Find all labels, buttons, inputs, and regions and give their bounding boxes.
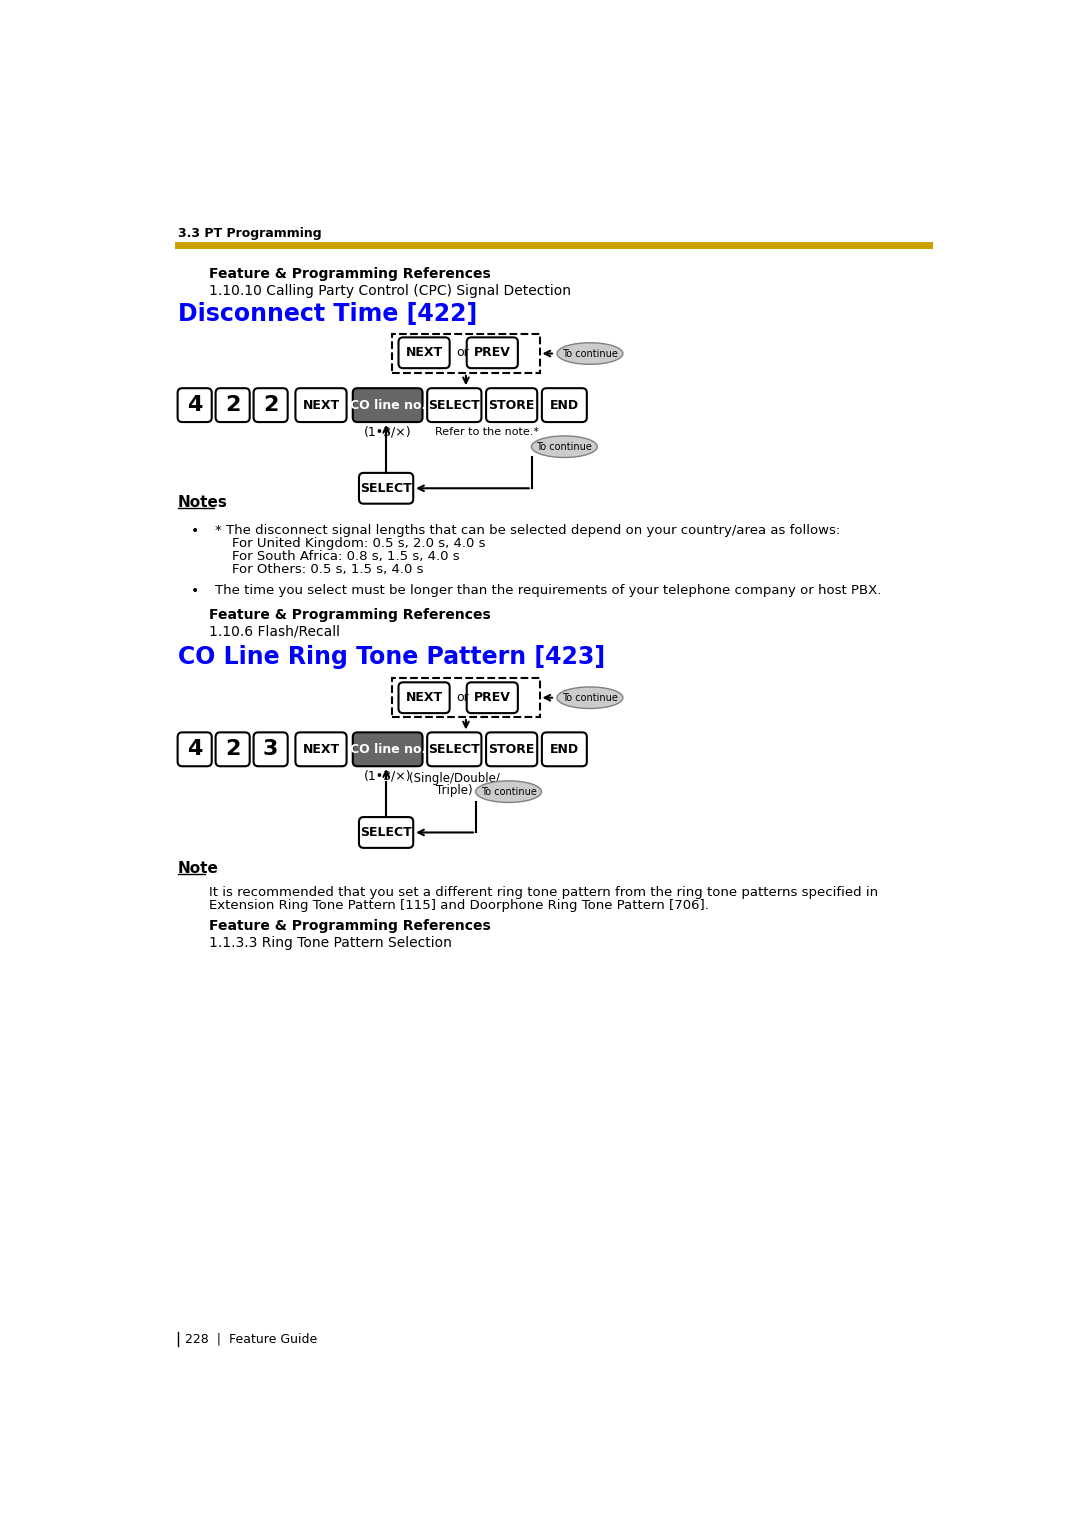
- FancyBboxPatch shape: [486, 732, 537, 766]
- FancyBboxPatch shape: [359, 472, 414, 504]
- FancyBboxPatch shape: [428, 388, 482, 422]
- Text: 3: 3: [262, 740, 279, 759]
- Text: SELECT: SELECT: [429, 399, 481, 411]
- Text: 3.3 PT Programming: 3.3 PT Programming: [177, 228, 321, 240]
- Text: 1.10.6 Flash/Recall: 1.10.6 Flash/Recall: [208, 625, 339, 639]
- FancyBboxPatch shape: [353, 388, 422, 422]
- FancyBboxPatch shape: [296, 388, 347, 422]
- FancyBboxPatch shape: [359, 817, 414, 848]
- Text: To continue: To continue: [562, 692, 618, 703]
- FancyBboxPatch shape: [296, 732, 347, 766]
- FancyBboxPatch shape: [399, 683, 449, 714]
- Text: The time you select must be longer than the requirements of your telephone compa: The time you select must be longer than …: [215, 584, 881, 597]
- Text: or: or: [456, 347, 469, 359]
- Ellipse shape: [475, 781, 541, 802]
- Bar: [392, 678, 540, 717]
- Text: PREV: PREV: [474, 347, 511, 359]
- Text: Notes: Notes: [177, 495, 228, 510]
- FancyBboxPatch shape: [254, 732, 287, 766]
- Ellipse shape: [531, 435, 597, 457]
- Text: Feature & Programming References: Feature & Programming References: [208, 920, 490, 934]
- Text: * The disconnect signal lengths that can be selected depend on your country/area: * The disconnect signal lengths that can…: [215, 524, 840, 536]
- FancyBboxPatch shape: [177, 388, 212, 422]
- Text: Disconnect Time [422]: Disconnect Time [422]: [177, 303, 477, 327]
- Text: STORE: STORE: [488, 399, 535, 411]
- FancyBboxPatch shape: [428, 732, 482, 766]
- Text: Refer to the note.*: Refer to the note.*: [435, 426, 539, 437]
- Text: Triple): Triple): [436, 784, 473, 798]
- FancyBboxPatch shape: [486, 388, 537, 422]
- FancyBboxPatch shape: [467, 338, 517, 368]
- FancyBboxPatch shape: [399, 338, 449, 368]
- Text: NEXT: NEXT: [302, 399, 339, 411]
- Text: Note: Note: [177, 862, 218, 876]
- Text: For Others: 0.5 s, 1.5 s, 4.0 s: For Others: 0.5 s, 1.5 s, 4.0 s: [215, 562, 423, 576]
- Text: 1.1.3.3 Ring Tone Pattern Selection: 1.1.3.3 Ring Tone Pattern Selection: [208, 937, 451, 950]
- Text: 2: 2: [225, 740, 241, 759]
- Text: Feature & Programming References: Feature & Programming References: [208, 267, 490, 281]
- Text: (Single/Double/: (Single/Double/: [409, 773, 500, 785]
- Bar: [392, 335, 540, 373]
- Text: 2: 2: [225, 396, 241, 416]
- Text: Feature & Programming References: Feature & Programming References: [208, 608, 490, 622]
- Text: 228  |  Feature Guide: 228 | Feature Guide: [186, 1332, 318, 1346]
- Text: Extension Ring Tone Pattern [115] and Doorphone Ring Tone Pattern [706].: Extension Ring Tone Pattern [115] and Do…: [208, 900, 708, 912]
- Text: •: •: [190, 584, 199, 597]
- Text: SELECT: SELECT: [361, 827, 411, 839]
- Text: END: END: [550, 743, 579, 756]
- Text: (1•3/×): (1•3/×): [364, 770, 411, 782]
- Text: END: END: [550, 399, 579, 411]
- Text: NEXT: NEXT: [405, 347, 443, 359]
- FancyBboxPatch shape: [353, 732, 422, 766]
- FancyBboxPatch shape: [254, 388, 287, 422]
- Text: For South Africa: 0.8 s, 1.5 s, 4.0 s: For South Africa: 0.8 s, 1.5 s, 4.0 s: [215, 550, 459, 562]
- Ellipse shape: [557, 688, 623, 709]
- Text: 1.10.10 Calling Party Control (CPC) Signal Detection: 1.10.10 Calling Party Control (CPC) Sign…: [208, 284, 570, 298]
- Text: 4: 4: [187, 740, 202, 759]
- Text: 2: 2: [262, 396, 279, 416]
- FancyBboxPatch shape: [467, 683, 517, 714]
- FancyBboxPatch shape: [542, 732, 586, 766]
- Text: •: •: [190, 524, 199, 538]
- FancyBboxPatch shape: [177, 732, 212, 766]
- Text: To continue: To continue: [481, 787, 537, 796]
- Text: To continue: To continue: [537, 442, 592, 452]
- Text: To continue: To continue: [562, 348, 618, 359]
- FancyBboxPatch shape: [216, 388, 249, 422]
- Text: or: or: [456, 691, 469, 704]
- Ellipse shape: [557, 342, 623, 364]
- Text: PREV: PREV: [474, 691, 511, 704]
- FancyBboxPatch shape: [542, 388, 586, 422]
- Text: STORE: STORE: [488, 743, 535, 756]
- Text: It is recommended that you set a different ring tone pattern from the ring tone : It is recommended that you set a differe…: [208, 886, 878, 898]
- Text: (1•3/×): (1•3/×): [364, 426, 411, 439]
- Text: NEXT: NEXT: [405, 691, 443, 704]
- FancyBboxPatch shape: [216, 732, 249, 766]
- Text: CO line no.: CO line no.: [350, 743, 426, 756]
- Text: SELECT: SELECT: [429, 743, 481, 756]
- Text: SELECT: SELECT: [361, 481, 411, 495]
- Text: CO Line Ring Tone Pattern [423]: CO Line Ring Tone Pattern [423]: [177, 645, 605, 669]
- Text: CO line no.: CO line no.: [350, 399, 426, 411]
- Text: 4: 4: [187, 396, 202, 416]
- Text: For United Kingdom: 0.5 s, 2.0 s, 4.0 s: For United Kingdom: 0.5 s, 2.0 s, 4.0 s: [215, 536, 485, 550]
- Text: NEXT: NEXT: [302, 743, 339, 756]
